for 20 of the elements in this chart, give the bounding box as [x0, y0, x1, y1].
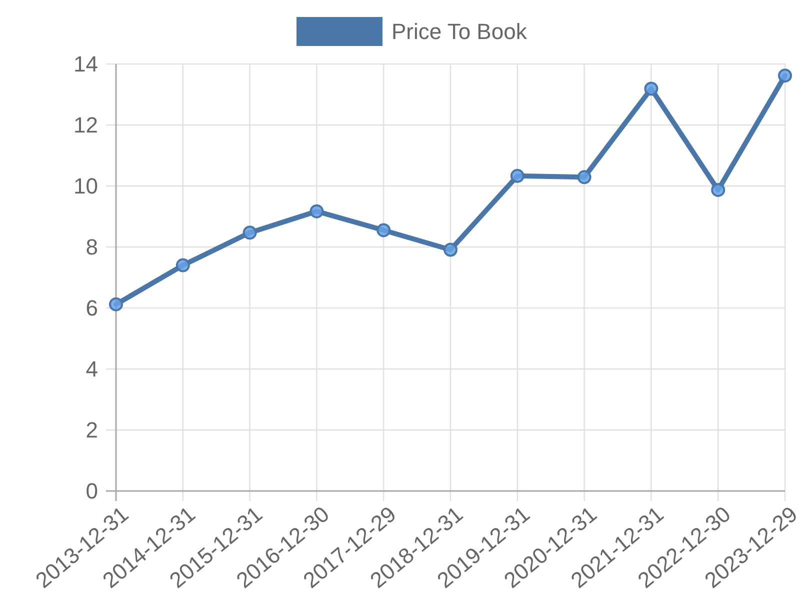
y-tick-label: 2: [86, 418, 98, 443]
y-tick-label: 10: [74, 174, 98, 199]
point: [778, 68, 792, 83]
point: [310, 204, 324, 218]
y-tick-label: 8: [86, 234, 98, 260]
legend-label: Price To Book: [392, 19, 528, 44]
point: [577, 170, 592, 184]
y-tick-label: 6: [86, 296, 98, 321]
y-tick-label: 12: [74, 112, 98, 138]
point: [176, 258, 190, 272]
point: [109, 297, 123, 312]
point: [444, 242, 458, 257]
point: [644, 82, 658, 96]
point: [510, 168, 524, 183]
y-tick-label: 14: [74, 52, 98, 77]
y-tick-label: 0: [86, 478, 98, 504]
y-tick-label: 4: [86, 356, 98, 382]
point: [711, 182, 726, 197]
point: [376, 223, 391, 238]
point: [242, 226, 257, 240]
